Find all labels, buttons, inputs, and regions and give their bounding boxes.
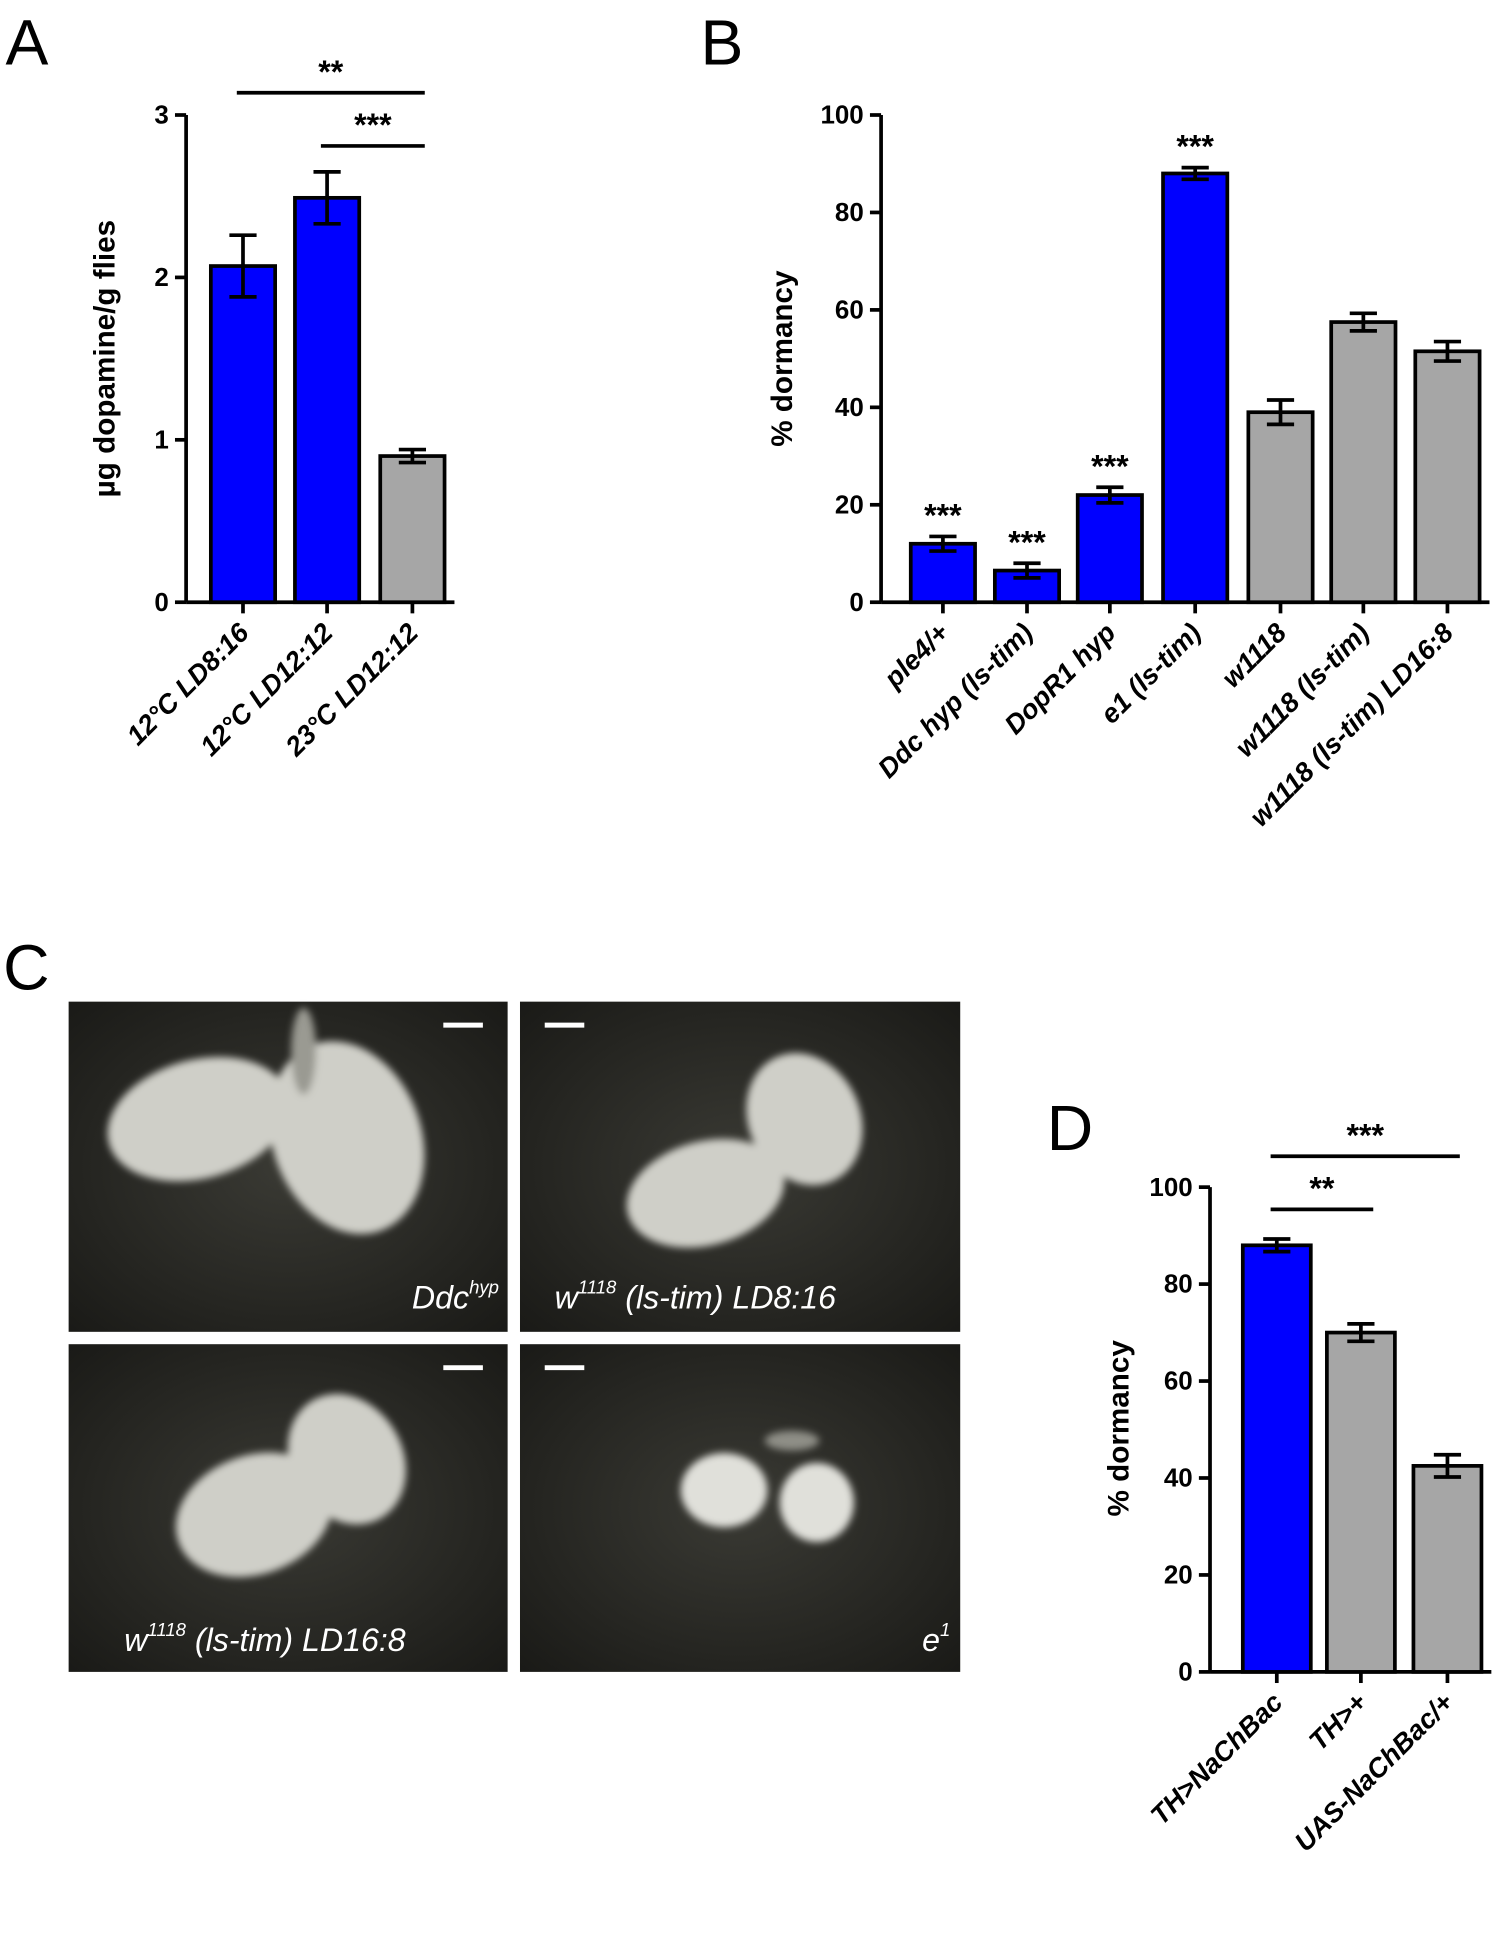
x-tick-label: Ddc hyp (ls-tim) [871, 617, 1038, 784]
y-tick-label: 2 [154, 262, 168, 292]
image-label: Ddchyp [412, 1276, 499, 1315]
image-label: e1 [922, 1619, 950, 1658]
y-tick-label: 0 [154, 587, 168, 617]
error-bar [1349, 311, 1377, 333]
error-bar [1433, 1452, 1462, 1479]
y-axis-title: µg dopamine/g flies [88, 220, 121, 497]
significance: *** [1176, 129, 1214, 165]
y-tick-label: 60 [1164, 1366, 1193, 1396]
error-bar [1263, 1237, 1291, 1254]
image-label: w1118 (ls-tim) LD16:8 [124, 1619, 405, 1658]
error-bar [1181, 165, 1209, 182]
error-bar [229, 233, 257, 299]
label-sup: 1118 [578, 1276, 617, 1297]
bar [1411, 1464, 1484, 1674]
tissue [680, 1430, 854, 1543]
panel-label: A [6, 6, 49, 78]
error-bar [1433, 339, 1462, 363]
y-tick-label: 20 [1164, 1560, 1193, 1590]
significance: *** [924, 498, 962, 534]
x-tick-label: TH>+ [1303, 1686, 1373, 1756]
label-sup: hyp [469, 1276, 499, 1297]
y-tick-label: 100 [1149, 1172, 1192, 1202]
y-tick-label: 40 [835, 392, 864, 422]
x-tick-label: UAS-NaChBac/+ [1288, 1686, 1459, 1857]
panel-label: C [3, 931, 49, 1003]
label-sup: 1 [940, 1619, 950, 1640]
label-base: e [922, 1622, 940, 1658]
panel-label: B [701, 6, 744, 78]
error-bar [929, 534, 957, 553]
y-tick-label: 80 [1164, 1269, 1193, 1299]
bar [378, 454, 447, 605]
y-axis-title: % dormancy [1102, 1340, 1135, 1517]
y-tick-label: 100 [820, 100, 863, 130]
significance: *** [1008, 524, 1046, 560]
label-base: Ddc [412, 1279, 469, 1315]
bar [1246, 410, 1315, 605]
tissue [626, 1053, 863, 1248]
y-axis-title: % dormancy [766, 270, 799, 447]
label-sup: 1118 [147, 1619, 186, 1640]
y-tick-label: 80 [835, 197, 864, 227]
tissue [107, 1007, 425, 1235]
significance: *** [1346, 1117, 1384, 1153]
bar [1161, 171, 1230, 605]
significance: *** [1091, 448, 1129, 484]
image-label: w1118 (ls-tim) LD8:16 [555, 1276, 836, 1315]
label-base: w [124, 1622, 149, 1658]
panel-label: D [1047, 1092, 1093, 1164]
y-tick-label: 40 [1164, 1463, 1193, 1493]
label-rest: (ls-tim) LD8:16 [616, 1279, 836, 1315]
significance: ** [318, 54, 344, 90]
bar [1413, 349, 1482, 605]
error-bar [1347, 1321, 1375, 1344]
label-rest: (ls-tim) LD16:8 [186, 1622, 406, 1658]
y-tick-label: 0 [849, 587, 863, 617]
tissue [175, 1394, 406, 1578]
error-bar [398, 447, 427, 465]
significance: *** [354, 107, 392, 143]
y-tick-label: 0 [1178, 1657, 1192, 1687]
bar [1329, 320, 1398, 605]
significance: ** [1309, 1171, 1335, 1207]
micrograph-grid [68, 1001, 961, 1672]
x-tick-label: w1118 [1215, 616, 1292, 693]
error-bar [1266, 398, 1295, 427]
error-bar [313, 169, 341, 226]
y-tick-label: 20 [835, 489, 864, 519]
label-base: w [555, 1279, 580, 1315]
bar [1240, 1243, 1313, 1674]
bar [208, 264, 277, 605]
error-bar [1013, 561, 1041, 580]
x-tick-label: TH>NaChBac [1144, 1686, 1288, 1830]
bar [293, 195, 362, 605]
y-tick-label: 1 [154, 424, 168, 454]
bar [1325, 1330, 1397, 1674]
y-tick-label: 3 [154, 100, 168, 130]
x-tick-label: ple4/+ [877, 617, 955, 695]
y-tick-label: 60 [835, 295, 864, 325]
bar [1075, 493, 1144, 605]
error-bar [1096, 485, 1124, 505]
